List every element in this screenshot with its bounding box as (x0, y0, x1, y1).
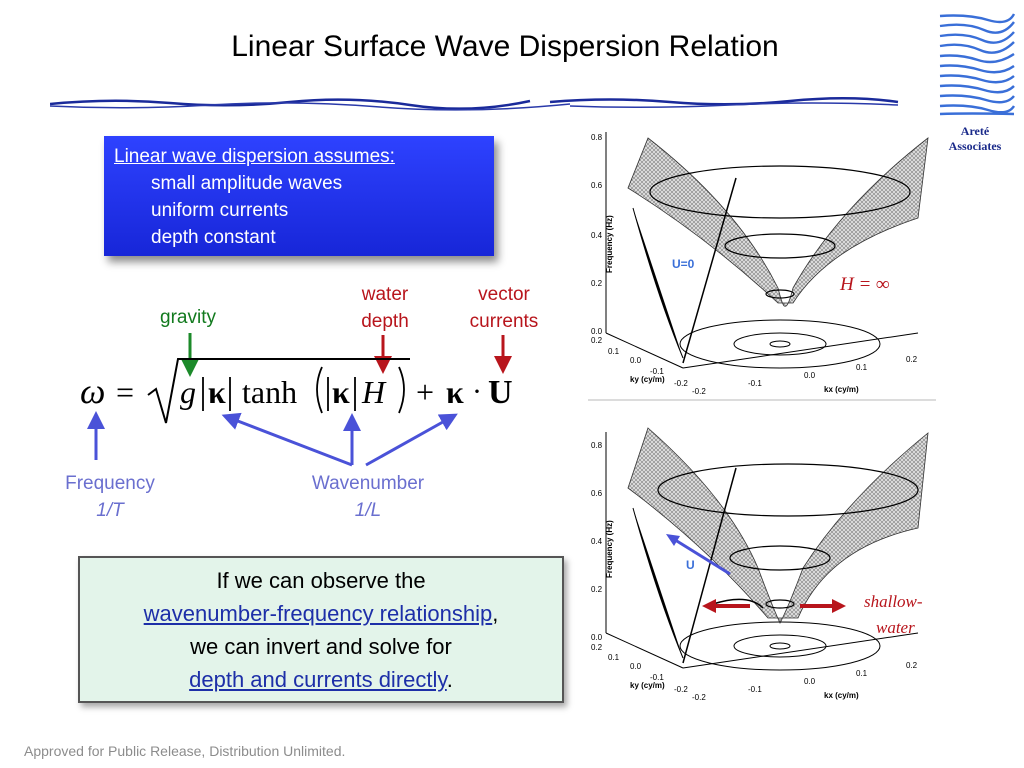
wavenumber-arrow-left (221, 412, 353, 467)
dispersion-equation: ω = g κ tanh κ H + κ · U (80, 358, 513, 424)
vector-currents-line2: currents (469, 311, 539, 332)
equals-sign: = (116, 374, 134, 410)
slide-title: Linear Surface Wave Dispersion Relation (231, 30, 779, 63)
frequency-text: Frequency (65, 473, 155, 494)
bottom-kx-tick: 0.0 (804, 677, 816, 686)
assumption-item: uniform currents (151, 200, 289, 221)
bottom-ky-tick: 0.2 (591, 643, 603, 652)
dot-symbol: · (472, 375, 482, 408)
top-ky-tick: 0.2 (591, 336, 603, 345)
top-ylabel: Frequency (Hz) (605, 215, 614, 273)
logo-text: Areté Associates (930, 124, 1020, 154)
bottom-ky-label: ky (cy/m) (630, 681, 665, 690)
wavenumber-arrow-right (365, 413, 458, 467)
omega-symbol: ω (80, 371, 105, 411)
conclusion-line2: wavenumber-frequency relationship, (80, 597, 562, 630)
shallow-water-plot: U shallow- water 0.8 0.6 0.4 0.2 0.0 0.2… (591, 427, 929, 702)
top-u-label: U=0 (672, 257, 695, 271)
top-ky-tick: 0.0 (630, 356, 642, 365)
logo-name-line1: Areté (960, 124, 990, 138)
dispersion-surface-plots: U=0 H = ∞ 0.8 0.6 0.4 0.2 0.0 0.2 0.1 0.… (588, 132, 936, 702)
top-ky-tick: -0.1 (650, 367, 664, 376)
bottom-u-label: U (686, 558, 695, 572)
deep-water-label: H = ∞ (839, 274, 890, 295)
top-kx-tick: -0.2 (692, 387, 706, 396)
bottom-ky-tick: 0.1 (608, 653, 620, 662)
bottom-ytick: 0.4 (591, 537, 603, 546)
bottom-ytick: 0.2 (591, 585, 603, 594)
sqrt-symbol (147, 358, 410, 424)
top-ytick: 0.8 (591, 133, 603, 142)
arete-logo-icon (938, 10, 1016, 118)
bottom-kx-tick: -0.2 (692, 693, 706, 702)
top-ky-label: ky (cy/m) (630, 375, 665, 384)
bottom-ky-tick: -0.2 (674, 685, 688, 694)
assumption-item: depth constant (151, 227, 276, 248)
tanh-symbol: tanh (242, 374, 297, 410)
release-footer: Approved for Public Release, Distributio… (24, 743, 346, 759)
top-ytick: 0.4 (591, 231, 603, 240)
deep-water-surface (627, 137, 929, 307)
bottom-kx-label: kx (cy/m) (824, 691, 859, 700)
bottom-kx-tick: 0.2 (906, 661, 918, 670)
bottom-kx-tick: 0.1 (856, 669, 868, 678)
water-depth-line1: water (361, 284, 409, 305)
bottom-ylabel: Frequency (Hz) (605, 520, 614, 578)
conclusion-box: If we can observe the wavenumber-frequen… (78, 556, 564, 703)
bottom-ky-tick: -0.1 (650, 673, 664, 682)
top-ytick: 0.0 (591, 327, 603, 336)
kappa-symbol-3: κ (446, 374, 464, 410)
assumptions-heading: Linear wave dispersion assumes: (114, 146, 395, 167)
conclusion-line1: If we can observe the (216, 568, 426, 593)
shallow-water-label-line1: shallow- (864, 592, 923, 611)
h-symbol: H (361, 374, 387, 410)
conclusion-line3: we can invert and solve for (190, 634, 452, 659)
top-ytick: 0.6 (591, 181, 603, 190)
plus-sign: + (416, 374, 434, 410)
conclusion-comma: , (492, 601, 499, 626)
top-ky-tick: 0.1 (608, 347, 620, 356)
conclusion-period: . (446, 667, 453, 692)
logo-name-line2: Associates (948, 139, 1002, 153)
vector-currents-line1: vector (478, 284, 530, 305)
equation-arrows (87, 333, 512, 467)
vector-currents-label: vector currents (455, 281, 553, 335)
shallow-water-label-line2: water (876, 618, 915, 637)
bottom-ky-tick: 0.0 (630, 662, 642, 671)
wavy-divider (50, 96, 899, 111)
water-depth-line2: depth (361, 311, 409, 332)
wavenumber-unit: 1/L (354, 500, 382, 521)
frequency-unit: 1/T (96, 500, 124, 521)
assumptions-box: Linear wave dispersion assumes: small am… (104, 136, 494, 256)
top-ky-tick: -0.2 (674, 379, 688, 388)
conclusion-line4: depth and currents directly. (80, 663, 562, 696)
wavenumber-text: Wavenumber (311, 473, 425, 494)
kappa-symbol-2: κ (332, 374, 350, 410)
top-kx-tick: 0.2 (906, 355, 918, 364)
depth-currents-link: depth and currents directly (189, 667, 447, 692)
bottom-ytick: 0.8 (591, 441, 603, 450)
gravity-label: gravity (160, 307, 216, 328)
top-kx-tick: 0.0 (804, 371, 816, 380)
wavenumber-label: Wavenumber 1/L (290, 470, 446, 524)
top-ytick: 0.2 (591, 279, 603, 288)
wavenumber-frequency-link: wavenumber-frequency relationship (143, 601, 493, 626)
top-kx-tick: -0.1 (748, 379, 762, 388)
water-depth-label: water depth (345, 281, 425, 335)
top-kx-tick: 0.1 (856, 363, 868, 372)
top-kx-label: kx (cy/m) (824, 385, 859, 394)
deep-water-plot: U=0 H = ∞ 0.8 0.6 0.4 0.2 0.0 0.2 0.1 0.… (591, 132, 929, 396)
u-symbol: U (488, 374, 513, 411)
g-symbol: g (180, 374, 196, 410)
frequency-label: Frequency 1/T (40, 470, 180, 524)
bottom-ytick: 0.0 (591, 633, 603, 642)
bottom-kx-tick: -0.1 (748, 685, 762, 694)
kappa-symbol: κ (208, 374, 226, 410)
bottom-ytick: 0.6 (591, 489, 603, 498)
assumption-item: small amplitude waves (151, 173, 343, 194)
